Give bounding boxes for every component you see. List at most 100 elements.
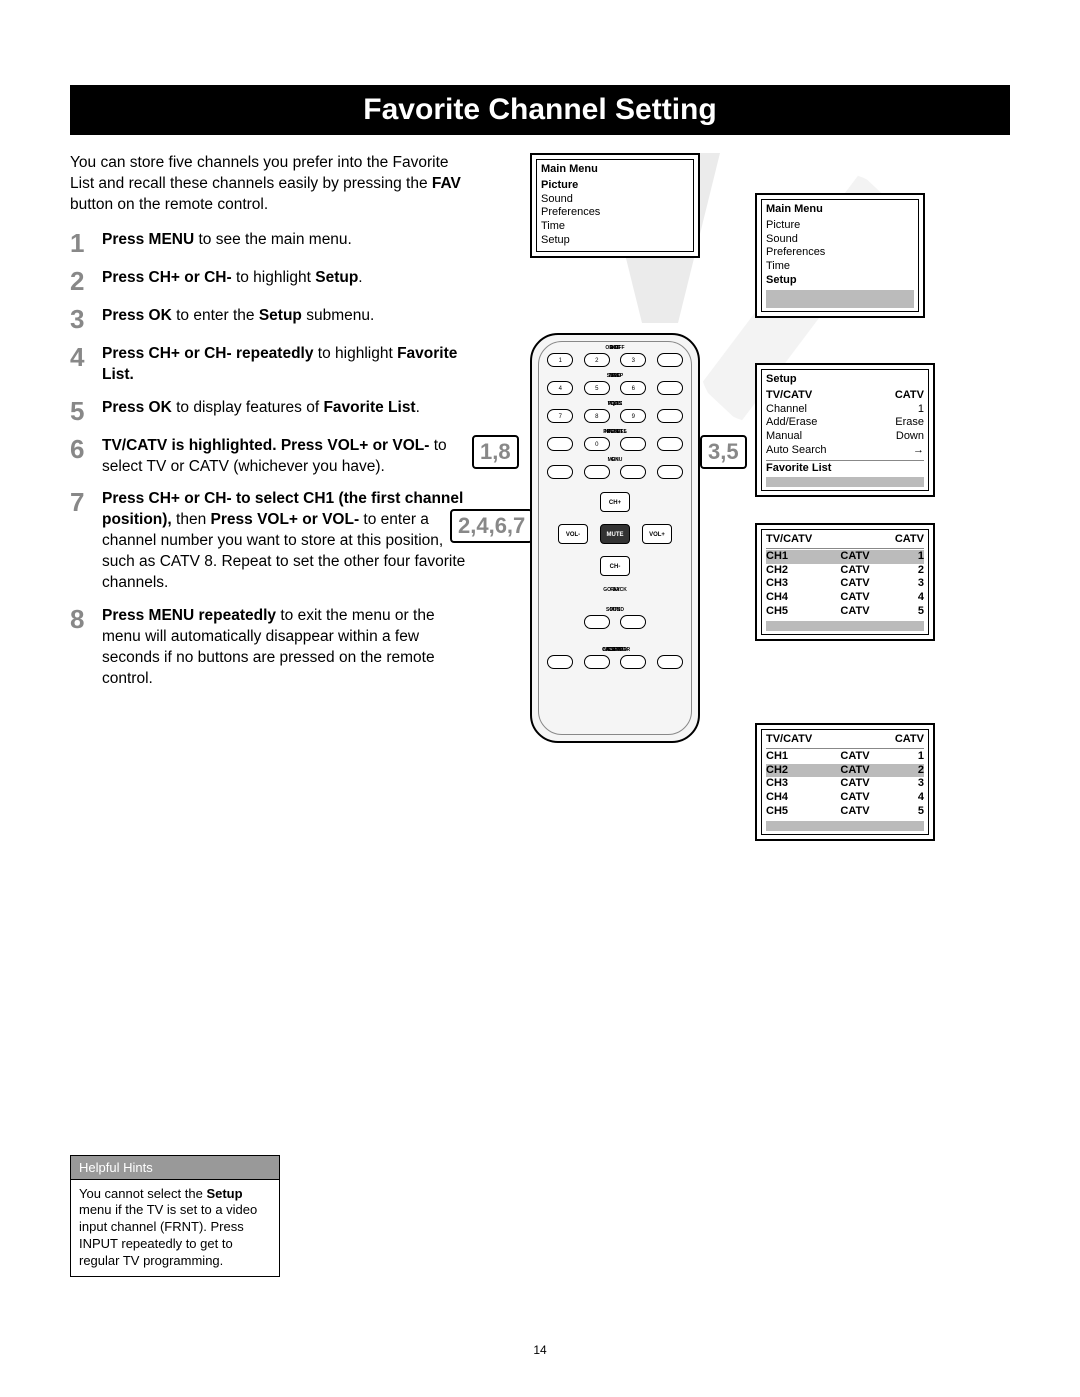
osd-row: CH3CATV3 [766,777,924,791]
mute-button[interactable]: MUTE [600,524,630,544]
osd-row: CH5CATV5 [766,605,924,619]
osd-item: Preferences [766,246,914,260]
ch-plus-button[interactable]: CH+ [600,492,630,512]
osd-item: Picture [766,219,914,233]
remote-button[interactable]: 2 [584,353,610,367]
nav-cluster: CH+ CH- VOL- VOL+ MUTE [560,500,670,580]
osd-header: TV/CATVCATV [766,533,924,549]
osd-footer: Favorite List [766,460,924,476]
osd-title: Main Menu [541,163,689,177]
intro-bold: FAV [432,175,461,192]
step-text: Press MENU repeatedly to exit the menu o… [102,606,470,690]
vol-minus-button[interactable]: VOL- [558,524,588,544]
osd-row: CH2CATV2 [766,564,924,578]
step-number: 1 [70,230,92,256]
osd-favlist-1: TV/CATVCATV CH1CATV1CH2CATV2CH3CATV3CH4C… [755,523,935,641]
remote-button[interactable] [657,353,683,367]
illustration-column: Main Menu PictureSoundPreferencesTimeSet… [500,153,1010,702]
remote-button[interactable]: 4 [547,381,573,395]
step: 7Press CH+ or CH- to select CH1 (the fir… [70,489,470,594]
steps-list: 1Press MENU to see the main menu.2Press … [70,230,470,690]
callout-bottom: 2,4,6,7 [450,509,533,543]
remote-button[interactable]: 7 [547,409,573,423]
remote-button[interactable] [620,615,646,629]
osd-title: Main Menu [766,203,914,217]
osd-row: ManualDown [766,430,924,444]
osd-item: Preferences [541,206,689,220]
osd-title: Setup [766,373,924,387]
remote-button[interactable]: 9 [620,409,646,423]
remote-button[interactable] [657,465,683,479]
remote-button[interactable]: 1 [547,353,573,367]
step: 6TV/CATV is highlighted. Press VOL+ or V… [70,436,470,478]
osd-setup: Setup TV/CATVCATVChannel1Add/EraseEraseM… [755,363,935,497]
osd-row: Add/EraseErase [766,416,924,430]
osd-item: Time [541,220,689,234]
remote-button[interactable]: 0 [584,437,610,451]
step-text: Press MENU to see the main menu. [102,230,470,256]
remote-label: CALENDAR [602,647,628,653]
ch-minus-button[interactable]: CH- [600,556,630,576]
step: 2Press CH+ or CH- to highlight Setup. [70,268,470,294]
step-number: 8 [70,606,92,690]
remote-control: +·?ABCDEFON·OFF123GHIJKLMNOSLEEP456PQRST… [530,333,700,743]
remote-label: SOUND [602,607,628,613]
remote-button[interactable] [657,409,683,423]
osd-row: Channel1 [766,403,924,417]
step: 1 Press MENU to see the main menu. [70,230,470,256]
remote-button[interactable] [584,465,610,479]
step-number: 4 [70,344,92,386]
osd-item: Sound [541,193,689,207]
remote-button[interactable] [547,655,573,669]
step-number: 3 [70,306,92,332]
remote-button[interactable] [584,615,610,629]
osd-row: CH5CATV5 [766,805,924,819]
hints-title: Helpful Hints [70,1155,280,1180]
remote-button[interactable]: 8 [584,409,610,423]
remote-button[interactable] [547,437,573,451]
remote-label: OK [602,457,628,463]
vol-plus-button[interactable]: VOL+ [642,524,672,544]
osd-item: Setup [541,234,689,248]
page-title: Favorite Channel Setting [70,85,1010,135]
remote-button[interactable] [547,465,573,479]
osd-favlist-2: TV/CATVCATV CH1CATV1CH2CATV2CH3CATV3CH4C… [755,723,935,841]
step-number: 2 [70,268,92,294]
helpful-hints: Helpful Hints You cannot select the Setu… [70,1155,280,1277]
step-number: 5 [70,398,92,424]
remote-label: SLEEP [602,373,628,379]
remote-button[interactable] [657,381,683,395]
step-text: Press OK to display features of Favorite… [102,398,470,424]
step: 5 Press OK to display features of Favorit… [70,398,470,424]
remote-label: INFO/DEL [602,429,628,435]
page: Favorite Channel Setting You can store f… [0,0,1080,1397]
remote-label: FAV [602,587,628,593]
instructions-column: You can store five channels you prefer i… [70,153,470,702]
osd-row: CH4CATV4 [766,591,924,605]
remote-button[interactable]: 6 [620,381,646,395]
osd-main-menu-2: Main Menu PictureSoundPreferencesTimeSet… [755,193,925,318]
step-number: 7 [70,489,92,594]
hints-body: You cannot select the Setup menu if the … [70,1180,280,1277]
osd-row: TV/CATVCATV [766,389,924,403]
remote-button[interactable] [620,437,646,451]
remote-button[interactable] [620,465,646,479]
remote-button[interactable]: 5 [584,381,610,395]
remote-label: ON·OFF [602,345,628,351]
osd-row: CH3CATV3 [766,577,924,591]
intro-part: button on the remote control. [70,196,268,213]
step-number: 6 [70,436,92,478]
remote-button[interactable]: 3 [620,353,646,367]
osd-item: Setup [766,274,914,288]
osd-main-menu-1: Main Menu PictureSoundPreferencesTimeSet… [530,153,700,258]
remote-label: CC [602,401,628,407]
osd-item: Time [766,260,914,274]
page-number: 14 [533,1343,546,1357]
remote-button[interactable] [620,655,646,669]
remote-button[interactable] [584,655,610,669]
remote-button[interactable] [657,655,683,669]
step: 3Press OK to enter the Setup submenu. [70,306,470,332]
intro-text: You can store five channels you prefer i… [70,153,470,216]
remote-button[interactable] [657,437,683,451]
osd-row: Auto Search→ [766,444,924,458]
